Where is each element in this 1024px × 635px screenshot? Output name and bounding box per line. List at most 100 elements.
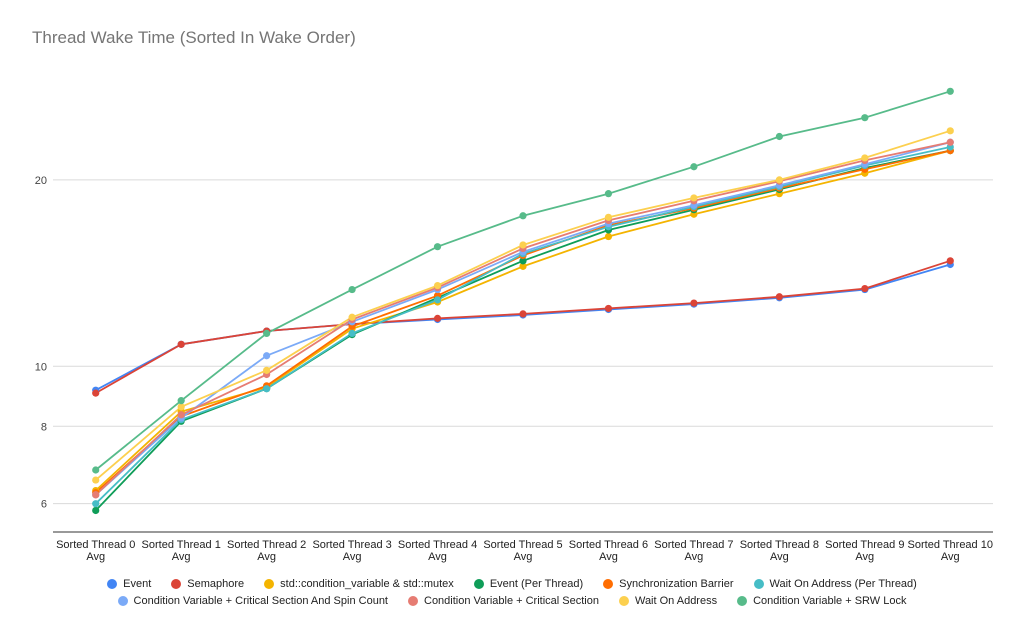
data-point xyxy=(263,366,271,374)
x-tick-label: Sorted Thread 6 Avg xyxy=(569,539,648,563)
series-line-2 xyxy=(95,149,951,492)
legend-item[interactable]: Condition Variable + SRW Lock xyxy=(737,595,906,607)
y-tick-label: 6 xyxy=(41,499,47,511)
legend-label: Condition Variable + Critical Section An… xyxy=(133,595,388,607)
data-point xyxy=(519,212,527,220)
legend-item[interactable]: std::condition_variable & std::mutex xyxy=(264,578,454,590)
legend-swatch xyxy=(264,579,275,589)
data-point xyxy=(348,285,356,294)
y-tick-label: 20 xyxy=(35,175,47,187)
x-tick-label: Sorted Thread 8 Avg xyxy=(740,539,819,563)
series-line-1 xyxy=(95,259,951,394)
data-point xyxy=(861,284,869,293)
data-point xyxy=(433,281,442,290)
data-point xyxy=(946,87,954,95)
x-tick-label: Sorted Thread 0 Avg xyxy=(56,539,135,563)
legend-label: Semaphore xyxy=(187,578,245,590)
y-tick-label: 8 xyxy=(41,421,47,433)
x-tick-label: Sorted Thread 1 Avg xyxy=(142,539,221,563)
data-point xyxy=(946,127,954,135)
data-point xyxy=(775,176,783,184)
data-point xyxy=(604,232,613,241)
series-line-3 xyxy=(95,149,951,512)
chart-title: Thread Wake Time (Sorted In Wake Order) xyxy=(32,28,356,47)
data-point xyxy=(433,243,442,251)
legend-label: Event (Per Thread) xyxy=(489,578,584,590)
data-point xyxy=(263,352,271,360)
data-point xyxy=(775,132,783,141)
legend-label: Synchronization Barrier xyxy=(619,578,734,590)
data-point xyxy=(177,397,185,405)
data-point xyxy=(519,262,527,270)
data-point xyxy=(519,257,527,265)
legend-item[interactable]: Wait On Address (Per Thread) xyxy=(753,578,917,590)
data-point xyxy=(348,329,356,338)
legend: Event Semaphore std::condition_variable & … xyxy=(20,578,1004,607)
data-point xyxy=(946,138,954,146)
x-tick-label: Sorted Thread 7 Avg xyxy=(654,539,733,563)
data-point xyxy=(92,491,100,499)
data-point xyxy=(92,466,100,474)
data-point xyxy=(433,296,442,304)
data-point xyxy=(690,299,698,307)
data-point xyxy=(263,385,271,393)
x-tick-label: Sorted Thread 4 Avg xyxy=(398,539,477,563)
series-line-4 xyxy=(95,149,951,494)
series-line-9 xyxy=(95,90,951,471)
data-point xyxy=(519,241,527,249)
legend-label: Condition Variable + SRW Lock xyxy=(753,595,907,607)
legend-swatch xyxy=(117,596,128,606)
data-point xyxy=(690,194,698,202)
legend-swatch xyxy=(408,596,418,606)
legend-item[interactable]: Event xyxy=(107,578,151,590)
series-line-5 xyxy=(95,146,951,505)
legend-swatch xyxy=(753,579,764,589)
data-point xyxy=(263,329,271,338)
data-point xyxy=(604,190,613,198)
x-tick-label: Sorted Thread 9 Avg xyxy=(825,539,904,563)
data-point xyxy=(92,506,100,515)
legend-swatch xyxy=(171,579,182,589)
gridlines xyxy=(53,179,993,533)
legend-item[interactable]: Condition Variable + Critical Section xyxy=(408,595,599,607)
data-point xyxy=(519,310,527,318)
x-tick-label: Sorted Thread 5 Avg xyxy=(483,539,562,563)
data-point xyxy=(348,313,356,321)
data-point xyxy=(861,114,869,122)
legend-label: Condition Variable + Critical Section xyxy=(424,595,599,607)
legend-swatch xyxy=(618,596,629,606)
data-point xyxy=(177,340,185,348)
y-tick-label: 10 xyxy=(35,361,47,373)
legend-swatch xyxy=(107,579,118,589)
x-tick-label: Sorted Thread 10 Avg xyxy=(908,539,993,563)
x-tick-label: Sorted Thread 3 Avg xyxy=(312,539,391,563)
data-point xyxy=(690,163,698,171)
series-points xyxy=(92,87,954,515)
legend-label: Event xyxy=(123,578,152,590)
legend-item[interactable]: Condition Variable + Critical Section An… xyxy=(117,595,388,607)
legend-swatch xyxy=(737,596,748,606)
legend-item[interactable]: Wait On Address xyxy=(618,595,718,607)
data-point xyxy=(92,389,100,397)
x-tick-label: Sorted Thread 2 Avg xyxy=(227,539,306,563)
legend-label: Wait On Address (Per Thread) xyxy=(769,578,917,590)
legend-swatch xyxy=(603,579,614,589)
data-point xyxy=(92,476,100,484)
legend-label: std::condition_variable & std::mutex xyxy=(280,578,454,590)
data-point xyxy=(604,213,613,221)
data-point xyxy=(946,257,954,265)
data-point xyxy=(861,154,869,162)
legend-item[interactable]: Semaphore xyxy=(171,578,244,590)
series-line-0 xyxy=(95,263,951,391)
legend-label: Wait On Address xyxy=(634,595,718,607)
legend-item[interactable]: Event (Per Thread) xyxy=(473,578,584,590)
series-lines xyxy=(95,90,951,512)
legend-swatch xyxy=(473,579,484,589)
data-point xyxy=(604,304,613,313)
data-point xyxy=(177,403,185,411)
y-axis-ticks: 6 8 10 20 xyxy=(35,175,47,511)
legend-item[interactable]: Synchronization Barrier xyxy=(603,578,734,590)
data-point xyxy=(92,500,100,508)
data-point xyxy=(775,293,783,301)
